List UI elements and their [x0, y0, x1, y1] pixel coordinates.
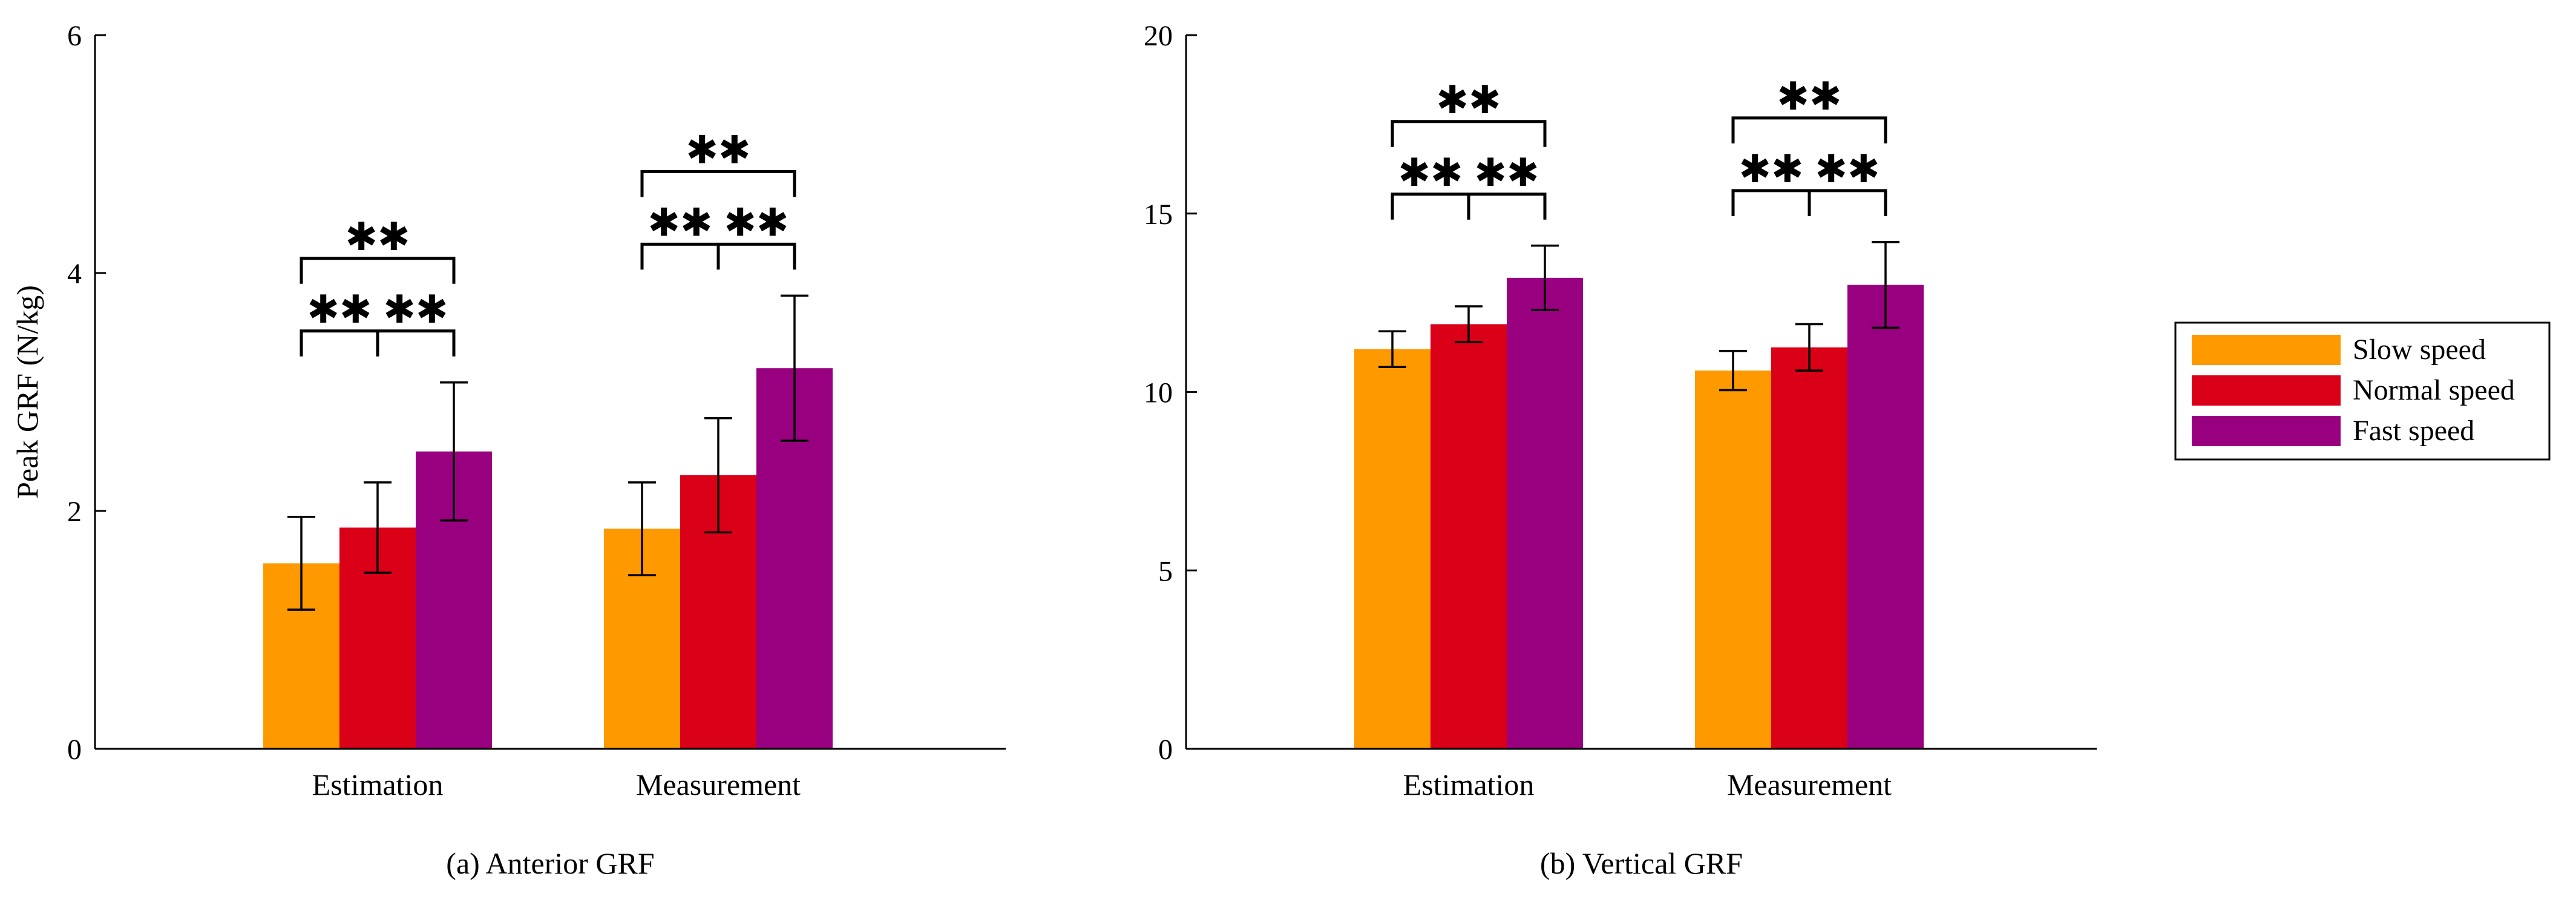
bracket-upper	[640, 170, 796, 197]
bar-fast-speed-1	[1847, 285, 1924, 749]
y-tick-label: 0	[67, 734, 82, 766]
significance-brackets	[640, 170, 796, 270]
y-tick-label: 10	[1144, 377, 1173, 409]
x-tick-label: Estimation	[1403, 768, 1535, 802]
error-bar	[628, 481, 656, 576]
legend-label: Normal speed	[2353, 374, 2515, 406]
error-bar	[1719, 349, 1747, 392]
error-bar	[1795, 323, 1823, 372]
error-bar	[1378, 330, 1406, 368]
bar-normal-speed-1	[1771, 347, 1847, 749]
y-tick-label: 2	[67, 496, 82, 528]
chart-caption: (a) Anterior GRF	[446, 846, 654, 880]
axes	[1185, 35, 2097, 750]
significance-stars: ✱✱	[383, 288, 448, 331]
significance-brackets	[300, 257, 456, 357]
error-bar	[1455, 305, 1483, 343]
legend: Slow speed Normal speed Fast speed	[2174, 321, 2551, 461]
legend-swatch	[2192, 416, 2341, 446]
legend-label: Fast speed	[2353, 415, 2474, 447]
chart-anterior-grf: 0 2 4 6 Estimation Measurement Peak GRF (N/kg)…	[10, 20, 1006, 880]
bar-normal-speed-0	[1431, 324, 1507, 749]
y-axis-label: Peak GRF (N/kg)	[10, 285, 44, 499]
y-tick-label: 0	[1158, 734, 1173, 766]
bracket-upper	[300, 257, 456, 284]
bracket-upper	[1391, 120, 1547, 147]
significance-stars: ✱✱	[1777, 75, 1841, 118]
significance-stars: ✱✱	[724, 201, 788, 244]
bar-slow-speed-0	[1354, 349, 1431, 749]
error-bar	[440, 381, 468, 522]
significance-brackets	[1731, 116, 1887, 216]
y-tick-label: 4	[67, 258, 82, 290]
error-bar	[1872, 241, 1899, 329]
y-tick-label: 20	[1144, 20, 1173, 52]
significance-stars: ✱✱	[1739, 148, 1803, 191]
chart-vertical-grf: 0 5 10 15 20 Estimation Measurement (b) Vertica…	[1144, 20, 2097, 880]
y-tick-label: 15	[1144, 199, 1173, 231]
error-bar	[704, 416, 732, 534]
x-tick-label: Estimation	[312, 768, 444, 802]
significance-stars: ✱✱	[647, 201, 712, 244]
bracket-upper	[1731, 116, 1887, 143]
significance-stars: ✱✱	[686, 128, 750, 171]
bar-fast-speed-0	[1507, 277, 1583, 749]
significance-stars: ✱✱	[1436, 79, 1501, 122]
y-tick-label: 6	[67, 20, 82, 52]
bar-slow-speed-1	[1695, 370, 1771, 749]
x-tick-label: Measurement	[1727, 768, 1892, 802]
y-tick-label: 5	[1158, 555, 1173, 587]
significance-stars: ✱✱	[1398, 151, 1463, 194]
significance-stars: ✱✱	[307, 288, 372, 331]
significance-stars: ✱✱	[1474, 151, 1539, 194]
chart-caption: (b) Vertical GRF	[1540, 846, 1743, 880]
axes	[94, 35, 1006, 750]
significance-stars: ✱✱	[1815, 148, 1880, 191]
legend-label: Slow speed	[2353, 334, 2486, 366]
legend-swatch	[2192, 375, 2341, 406]
x-tick-label: Measurement	[636, 768, 801, 802]
legend-swatch	[2192, 335, 2341, 365]
error-bar	[287, 516, 315, 611]
error-bar	[781, 294, 808, 442]
significance-stars: ✱✱	[345, 216, 410, 258]
error-bar	[1531, 245, 1559, 311]
significance-brackets	[1391, 120, 1547, 220]
error-bar	[364, 481, 392, 574]
